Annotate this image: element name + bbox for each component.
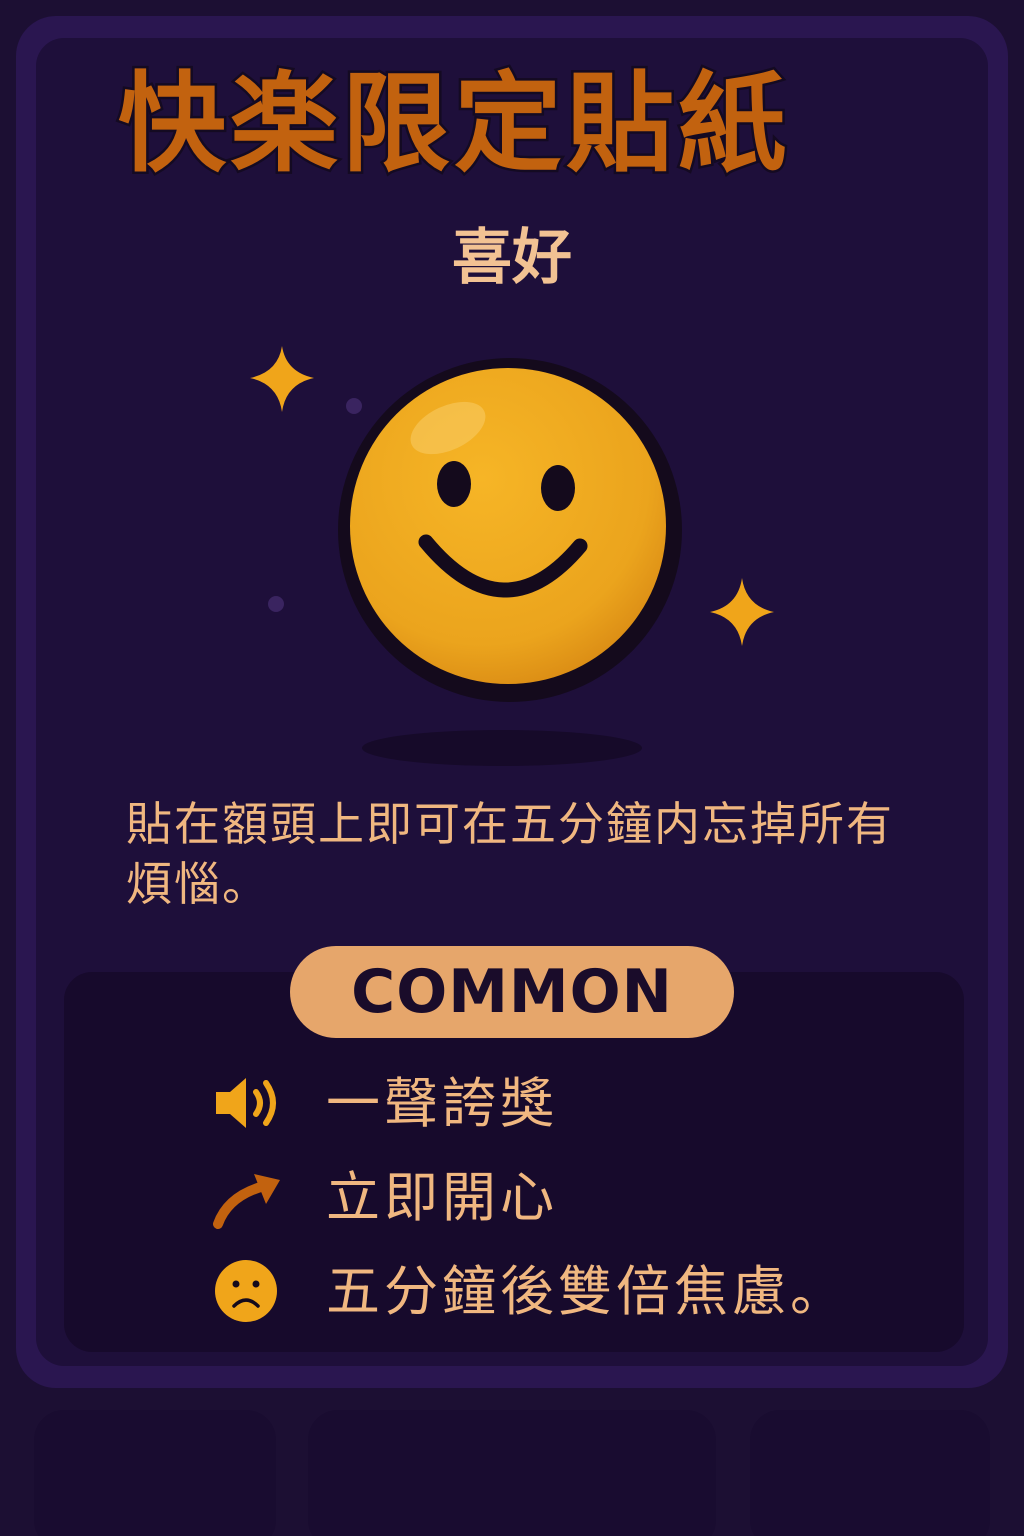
sticker-description: 貼在額頭上即可在五分鐘内忘掉所有煩惱。 (126, 797, 894, 911)
sparkle-icon (710, 578, 774, 646)
smiley-face-icon (338, 358, 682, 702)
dot-decoration (268, 596, 284, 612)
sticker-artwork (250, 346, 774, 766)
effect-row: 立即開心 (210, 1158, 910, 1238)
dot-decoration (346, 398, 362, 414)
card-slot[interactable] (308, 1410, 716, 1536)
sticker-name: 喜好 (452, 223, 572, 293)
effect-text: 立即開心 (326, 1166, 558, 1229)
sticker-shadow (362, 730, 642, 766)
card-slot[interactable] (34, 1410, 276, 1536)
card-slot[interactable] (750, 1410, 990, 1536)
rarity-badge: COMMON (290, 946, 734, 1038)
effect-text: 一聲誇獎 (326, 1072, 558, 1135)
card-title: 快楽限定貼紙 (116, 60, 791, 190)
sad-face-icon (215, 1260, 277, 1322)
effect-row: 五分鐘後雙倍焦慮。 (210, 1252, 910, 1332)
arrow-up-right-icon (213, 1174, 280, 1229)
sparkle-icon (250, 346, 314, 412)
effect-row: 一聲誇獎 (210, 1064, 910, 1144)
effect-text: 五分鐘後雙倍焦慮。 (326, 1260, 848, 1323)
speaker-icon (216, 1078, 276, 1128)
